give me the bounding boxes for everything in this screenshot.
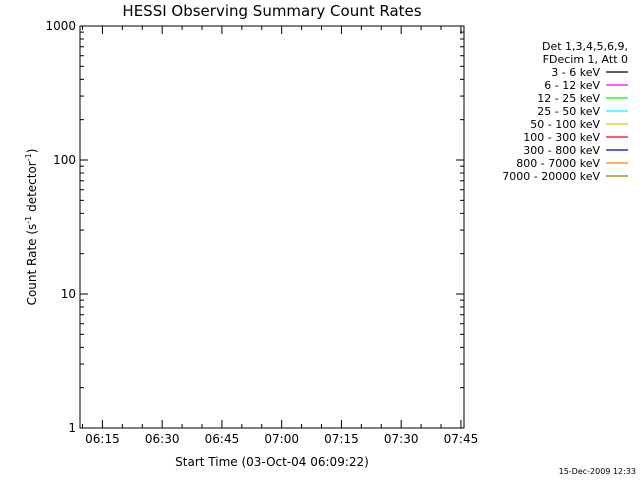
y-axis-title: Count Rate (s-1 detector-1) xyxy=(24,149,39,306)
legend-entry-label: 25 - 50 keV xyxy=(537,105,600,118)
x-tick-label: 07:15 xyxy=(324,432,359,446)
x-axis-ticks: 06:15 06:30 06:45 07:00 07:15 07:30 07:45 xyxy=(82,26,479,446)
legend-entry-label: 6 - 12 keV xyxy=(544,79,600,92)
x-tick-label: 07:00 xyxy=(264,432,299,446)
legend-entry-label: 3 - 6 keV xyxy=(551,66,600,79)
legend-title-line-1: Det 1,3,4,5,6,9, xyxy=(542,40,628,53)
plot-frame xyxy=(79,25,465,429)
legend-entry-label: 300 - 800 keV xyxy=(523,144,600,157)
y-axis-title-sup1: -1 xyxy=(24,216,33,224)
y-axis-title-sup2: -1 xyxy=(24,153,33,161)
y-tick-label: 1 xyxy=(68,421,76,435)
x-tick-label: 07:45 xyxy=(444,432,479,446)
legend-entry-label: 7000 - 20000 keV xyxy=(502,170,600,183)
x-tick-label: 07:30 xyxy=(384,432,419,446)
y-axis-title-main: Count Rate (s xyxy=(25,224,39,306)
legend-title-line-2: FDecim 1, Att 0 xyxy=(543,53,628,66)
legend-entry-label: 100 - 300 keV xyxy=(523,131,600,144)
plot-timestamp: 15-Dec-2009 12:33 xyxy=(559,467,636,476)
y-axis-ticks: 1 10 100 1000 xyxy=(45,19,464,435)
y-axis-title-end: ) xyxy=(25,149,39,154)
chart-title: HESSI Observing Summary Count Rates xyxy=(122,2,421,20)
legend-entry-label: 800 - 7000 keV xyxy=(516,157,600,170)
y-tick-label: 10 xyxy=(61,287,76,301)
x-tick-label: 06:30 xyxy=(145,432,180,446)
legend-entry-label: 50 - 100 keV xyxy=(530,118,600,131)
y-axis-title-mid: detector xyxy=(25,161,39,216)
y-tick-label: 1000 xyxy=(45,19,76,33)
x-tick-label: 06:15 xyxy=(85,432,120,446)
x-axis-title: Start Time (03-Oct-04 06:09:22) xyxy=(175,455,369,469)
y-tick-label: 100 xyxy=(53,153,76,167)
legend: Det 1,3,4,5,6,9, FDecim 1, Att 0 3 - 6 k… xyxy=(502,40,628,183)
legend-entry-label: 12 - 25 keV xyxy=(537,92,600,105)
x-tick-label: 06:45 xyxy=(205,432,240,446)
